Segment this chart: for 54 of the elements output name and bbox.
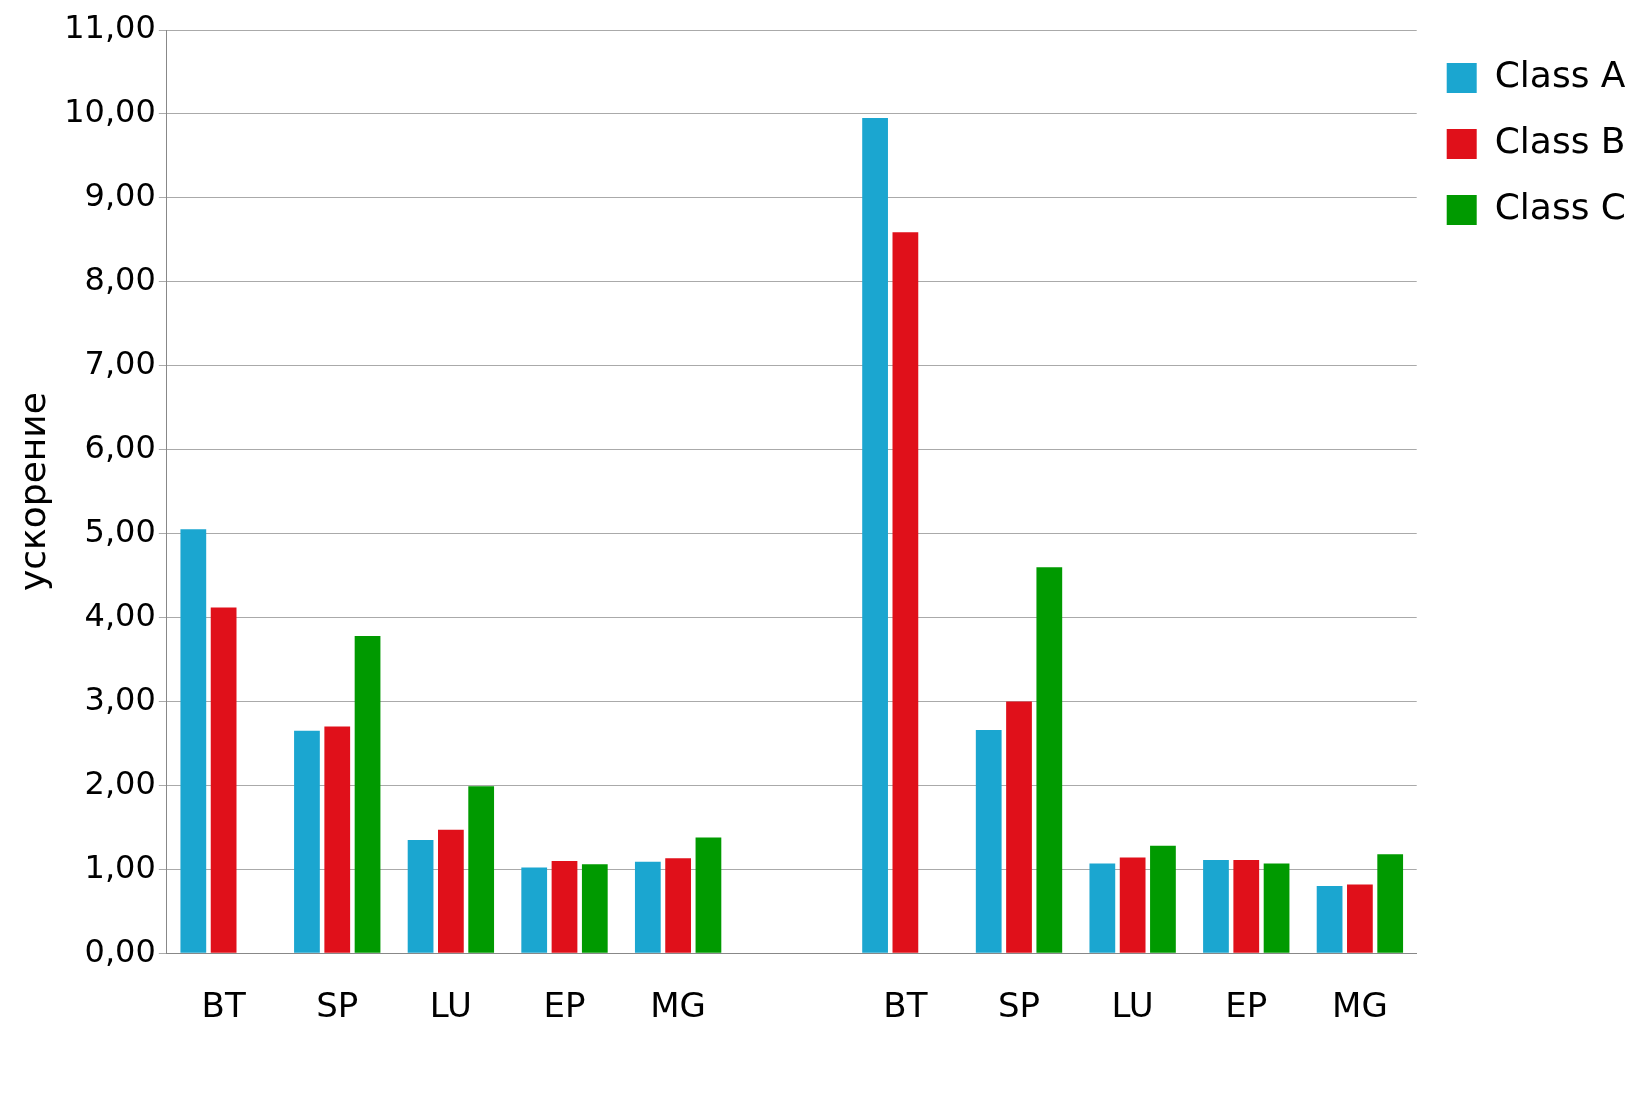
bar [862,118,888,953]
y-tick-label: 11,00 [64,8,156,47]
bar [210,607,237,953]
x-tick-label: BT [201,985,246,1026]
bar [1150,845,1176,953]
bar [975,729,1002,953]
x-tick-label: BT [883,985,928,1026]
y-tick-label: 3,00 [84,679,156,718]
x-tick-label: LU [429,985,472,1026]
bar [354,635,381,953]
bar [1036,567,1063,953]
bar [1233,860,1260,953]
y-tick-label: 8,00 [84,260,156,299]
bar [695,837,722,953]
y-tick-label: 10,00 [64,92,156,131]
y-tick-label: 0,00 [84,931,156,970]
bar [665,858,692,953]
legend-label: Class B [1494,120,1626,162]
legend-label: Class A [1494,54,1626,96]
y-tick-label: 1,00 [84,847,156,886]
x-tick-label: LU [1111,985,1154,1026]
bar [294,730,320,953]
bar [1089,863,1116,953]
x-tick-label: EP [543,985,586,1026]
bar [551,860,578,953]
x-tick-label: SP [997,985,1041,1026]
y-axis-title: ускорение [11,392,53,592]
bar [892,232,919,953]
bar [1263,863,1290,953]
bar [407,839,434,953]
bar [581,864,608,953]
bar [521,867,548,953]
bar [468,786,495,953]
bar [1377,854,1404,953]
bar [1006,701,1032,953]
y-tick-label: 2,00 [84,763,156,802]
x-tick-label: SP [316,985,359,1026]
x-tick-label: EP [1225,985,1268,1026]
y-tick-label: 9,00 [84,176,156,215]
y-tick-label: 5,00 [84,511,156,550]
bar [324,726,351,953]
bar [1347,884,1373,953]
x-tick-label: MG [1332,985,1388,1026]
bar [180,529,207,953]
y-tick-label: 4,00 [84,595,156,634]
bar [438,829,464,953]
y-tick-label: 6,00 [84,427,156,466]
legend-label: Class C [1494,186,1627,228]
y-tick-label: 7,00 [84,344,156,383]
x-tick-label: MG [650,985,706,1026]
bar [634,861,661,953]
bar [1203,860,1229,953]
bar [1316,886,1343,953]
bar [1119,857,1146,953]
